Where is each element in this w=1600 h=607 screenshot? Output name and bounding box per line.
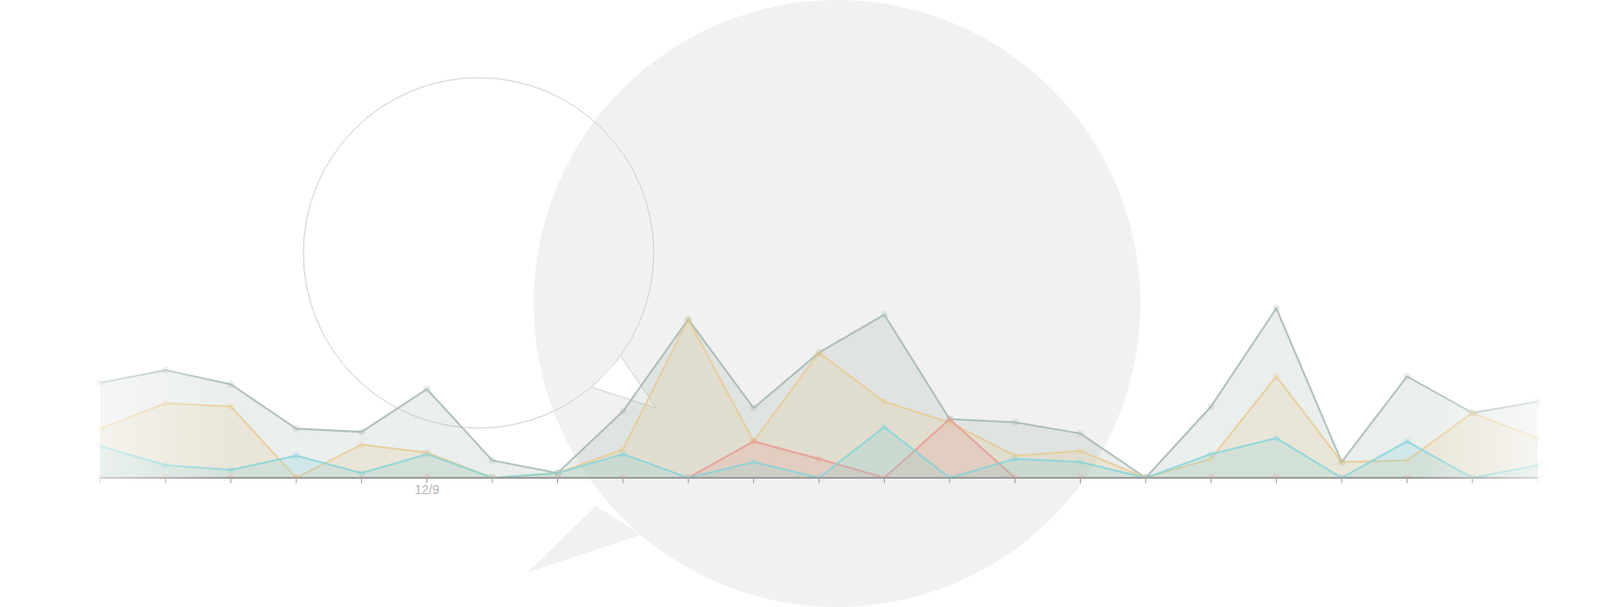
- svg-text:12/9: 12/9: [414, 482, 439, 497]
